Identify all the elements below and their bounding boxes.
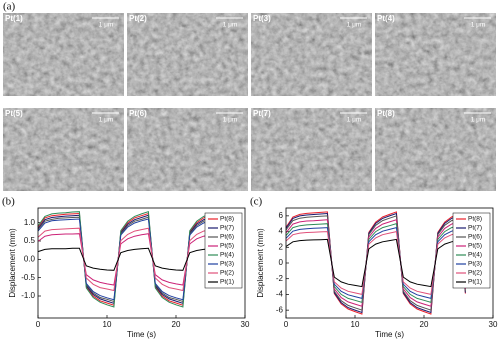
y-axis-label: Displacement (mm) [256, 228, 265, 298]
x-tick-label: 30 [489, 320, 498, 329]
legend-label: Pt(1) [468, 279, 482, 286]
x-tick-label: 10 [351, 320, 360, 329]
sem-texture [3, 108, 124, 191]
x-tick-label: 0 [284, 320, 289, 329]
image-label: Pt(3) [253, 14, 271, 23]
legend-label: Pt(8) [468, 216, 482, 223]
plot-frame [37, 207, 246, 319]
legend-label: Pt(3) [220, 261, 234, 268]
scale-label: 1 μm [347, 22, 362, 29]
image-label: Pt(4) [377, 14, 395, 23]
series-line [285, 215, 466, 311]
legend-label: Pt(8) [220, 216, 234, 223]
series-line [285, 238, 466, 288]
image-label: Pt(8) [377, 109, 395, 118]
scale-label: 1 μm [99, 22, 114, 29]
legend-label: Pt(4) [468, 252, 482, 259]
x-axis-label: Time (s) [127, 330, 156, 339]
panel-label: (c) [250, 196, 263, 208]
x-tick-label: 20 [172, 320, 181, 329]
y-tick-label: 4 [279, 227, 284, 236]
sem-texture [251, 13, 372, 96]
image-label: Pt(2) [129, 14, 147, 23]
y-tick-label: -2 [276, 274, 284, 283]
scale-label: 1 μm [471, 117, 486, 124]
y-tick-label: -0.5 [21, 273, 35, 282]
y-tick-label: -6 [276, 305, 284, 314]
scale-label: 1 μm [347, 117, 362, 124]
y-tick-label: 0.0 [24, 254, 36, 263]
legend-box [204, 212, 243, 289]
legend-label: Pt(2) [220, 270, 234, 277]
legend-label: Pt(2) [468, 270, 482, 277]
y-tick-label: -4 [276, 290, 284, 299]
y-tick-label: 0.5 [24, 236, 36, 245]
sem-texture [375, 108, 496, 191]
legend-box [452, 212, 491, 289]
legend-label: Pt(1) [220, 279, 234, 286]
scale-label: 1 μm [223, 117, 238, 124]
x-axis-label: Time (s) [375, 330, 404, 339]
legend-label: Pt(3) [468, 261, 482, 268]
image-label: Pt(7) [253, 109, 271, 118]
image-label: Pt(1) [5, 14, 23, 23]
image-label: Pt(6) [129, 109, 147, 118]
y-tick-label: -1.0 [21, 291, 35, 300]
y-tick-label: 6 [279, 211, 284, 220]
y-tick-label: 2 [279, 242, 284, 251]
image-label: Pt(5) [5, 109, 23, 118]
series-line [37, 247, 218, 271]
legend-label: Pt(6) [220, 234, 234, 241]
sem-texture [375, 13, 496, 96]
scale-label: 1 μm [471, 22, 486, 29]
x-tick-label: 20 [420, 320, 429, 329]
plot-frame [285, 207, 494, 319]
legend-label: Pt(5) [468, 243, 482, 250]
y-axis-label: Displacement (mm) [8, 228, 17, 298]
series-line [37, 233, 218, 286]
series-line [37, 227, 218, 292]
legend-label: Pt(5) [220, 243, 234, 250]
x-tick-label: 10 [103, 320, 112, 329]
panel-label: (b) [2, 196, 15, 208]
scale-label: 1 μm [223, 22, 238, 29]
legend-label: Pt(6) [468, 234, 482, 241]
legend-label: Pt(7) [468, 225, 482, 232]
sem-texture [127, 13, 248, 96]
series-line [285, 211, 466, 315]
legend-label: Pt(7) [220, 225, 234, 232]
sem-texture [251, 108, 372, 191]
sem-texture [3, 13, 124, 96]
y-tick-label: 1.0 [24, 218, 36, 227]
x-tick-label: 0 [36, 320, 41, 329]
scale-label: 1 μm [99, 117, 114, 124]
sem-texture [127, 108, 248, 191]
y-tick-label: 0 [279, 258, 284, 267]
x-tick-label: 30 [241, 320, 250, 329]
legend-label: Pt(4) [220, 252, 234, 259]
panel-label: (a) [3, 1, 16, 13]
